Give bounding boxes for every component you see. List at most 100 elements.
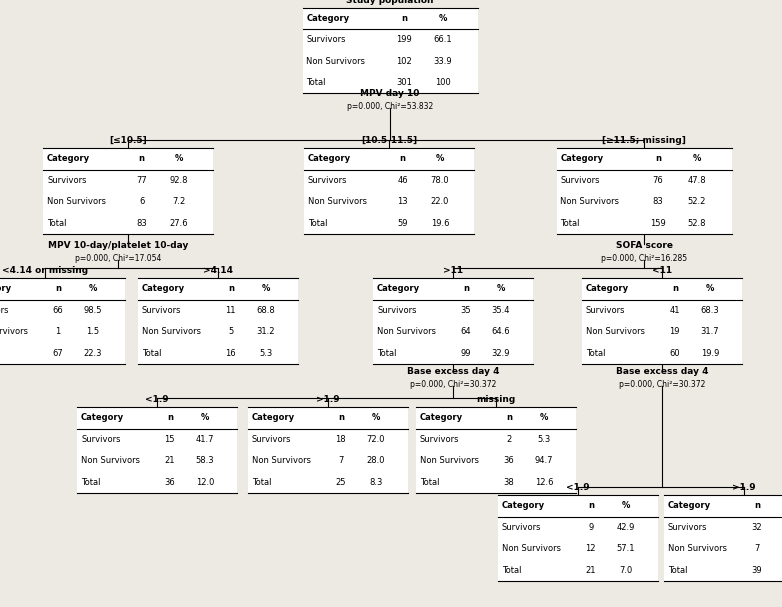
Text: 38: 38 bbox=[504, 478, 515, 487]
Text: 28.0: 28.0 bbox=[367, 456, 386, 465]
Text: Non Survivors: Non Survivors bbox=[502, 544, 561, 553]
Bar bbox=[582, 278, 742, 364]
Text: >11: >11 bbox=[443, 266, 463, 275]
Text: [10.5-11.5]: [10.5-11.5] bbox=[361, 136, 417, 145]
Text: Category: Category bbox=[561, 154, 604, 163]
Text: %: % bbox=[436, 154, 444, 163]
Text: 5: 5 bbox=[228, 327, 233, 336]
Text: 301: 301 bbox=[396, 78, 412, 87]
Text: 32: 32 bbox=[752, 523, 762, 532]
Text: 68.8: 68.8 bbox=[256, 306, 275, 315]
Text: Category: Category bbox=[47, 154, 90, 163]
Text: <4.14 or missing: <4.14 or missing bbox=[2, 266, 88, 275]
Text: Total: Total bbox=[81, 478, 101, 487]
Text: %: % bbox=[692, 154, 701, 163]
Text: Category: Category bbox=[252, 413, 295, 422]
Text: %: % bbox=[89, 284, 97, 293]
Text: Category: Category bbox=[142, 284, 185, 293]
Text: Non Survivors: Non Survivors bbox=[47, 197, 106, 206]
Text: 9: 9 bbox=[588, 523, 594, 532]
Text: p=0.000, Chi²=16.285: p=0.000, Chi²=16.285 bbox=[601, 254, 687, 263]
Text: Total: Total bbox=[252, 478, 271, 487]
Text: n: n bbox=[506, 413, 511, 422]
Text: Non Survivors: Non Survivors bbox=[307, 56, 365, 66]
Text: 41.7: 41.7 bbox=[196, 435, 214, 444]
Bar bbox=[303, 8, 478, 93]
Text: 1: 1 bbox=[56, 327, 60, 336]
Text: n: n bbox=[401, 14, 407, 23]
Bar bbox=[248, 407, 408, 493]
Text: 57.1: 57.1 bbox=[617, 544, 635, 553]
Text: Non Survivors: Non Survivors bbox=[81, 456, 140, 465]
Text: Category: Category bbox=[668, 501, 711, 510]
Text: Survivors: Survivors bbox=[586, 306, 626, 315]
Text: 159: 159 bbox=[650, 219, 666, 228]
Text: 100: 100 bbox=[435, 78, 450, 87]
Text: 39: 39 bbox=[752, 566, 762, 575]
Text: 64: 64 bbox=[461, 327, 471, 336]
Text: n: n bbox=[138, 154, 145, 163]
Text: Total: Total bbox=[561, 219, 580, 228]
Bar bbox=[304, 148, 474, 234]
Text: >1.9: >1.9 bbox=[732, 483, 756, 492]
Text: 7: 7 bbox=[338, 456, 343, 465]
Text: 60: 60 bbox=[669, 349, 680, 358]
Text: %: % bbox=[497, 284, 505, 293]
Text: 22.0: 22.0 bbox=[431, 197, 449, 206]
Text: %: % bbox=[706, 284, 714, 293]
Text: Non Survivors: Non Survivors bbox=[252, 456, 311, 465]
Text: Survivors: Survivors bbox=[308, 176, 347, 185]
Text: 35: 35 bbox=[461, 306, 471, 315]
Text: n: n bbox=[55, 284, 61, 293]
Text: 1.5: 1.5 bbox=[87, 327, 99, 336]
Text: 33.9: 33.9 bbox=[433, 56, 452, 66]
Text: 98.5: 98.5 bbox=[84, 306, 102, 315]
Text: 42.9: 42.9 bbox=[617, 523, 635, 532]
Text: 83: 83 bbox=[653, 197, 663, 206]
Text: 16: 16 bbox=[225, 349, 236, 358]
Text: >1.9: >1.9 bbox=[316, 395, 340, 404]
Text: 13: 13 bbox=[397, 197, 408, 206]
Bar bbox=[43, 148, 213, 234]
Text: Total: Total bbox=[142, 349, 162, 358]
Text: 58.3: 58.3 bbox=[196, 456, 214, 465]
Text: n: n bbox=[463, 284, 468, 293]
Text: missing: missing bbox=[476, 395, 515, 404]
Text: 46: 46 bbox=[397, 176, 408, 185]
Text: Survivors: Survivors bbox=[561, 176, 600, 185]
Text: 21: 21 bbox=[586, 566, 596, 575]
Text: 2: 2 bbox=[506, 435, 511, 444]
Text: p=0.000, Chi²=17.054: p=0.000, Chi²=17.054 bbox=[75, 254, 161, 263]
Text: 22.3: 22.3 bbox=[84, 349, 102, 358]
Text: n: n bbox=[588, 501, 594, 510]
Bar bbox=[373, 278, 533, 364]
Text: Study population: Study population bbox=[346, 0, 434, 5]
Text: 15: 15 bbox=[164, 435, 175, 444]
Text: 21: 21 bbox=[164, 456, 175, 465]
Text: 7.2: 7.2 bbox=[172, 197, 185, 206]
Text: 7: 7 bbox=[754, 544, 759, 553]
Text: Total: Total bbox=[307, 78, 326, 87]
Text: 67: 67 bbox=[52, 349, 63, 358]
Text: MPV day 10: MPV day 10 bbox=[361, 89, 420, 98]
Text: Non Survivors: Non Survivors bbox=[0, 327, 28, 336]
Text: %: % bbox=[622, 501, 630, 510]
Text: 5.3: 5.3 bbox=[537, 435, 551, 444]
Text: 99: 99 bbox=[461, 349, 471, 358]
Text: %: % bbox=[201, 413, 210, 422]
Text: %: % bbox=[262, 284, 271, 293]
Text: 76: 76 bbox=[653, 176, 663, 185]
Text: Survivors: Survivors bbox=[142, 306, 181, 315]
Text: <11: <11 bbox=[652, 266, 672, 275]
Text: 64.6: 64.6 bbox=[492, 327, 511, 336]
Bar bbox=[557, 148, 731, 234]
Text: 83: 83 bbox=[136, 219, 147, 228]
Text: <1.9: <1.9 bbox=[566, 483, 590, 492]
Text: 25: 25 bbox=[335, 478, 346, 487]
Text: Category: Category bbox=[307, 14, 350, 23]
Text: Category: Category bbox=[420, 413, 463, 422]
Text: Total: Total bbox=[586, 349, 605, 358]
Text: Total: Total bbox=[47, 219, 66, 228]
Text: p=0.000, Chi²=30.372: p=0.000, Chi²=30.372 bbox=[410, 380, 497, 389]
Text: 7.0: 7.0 bbox=[619, 566, 633, 575]
